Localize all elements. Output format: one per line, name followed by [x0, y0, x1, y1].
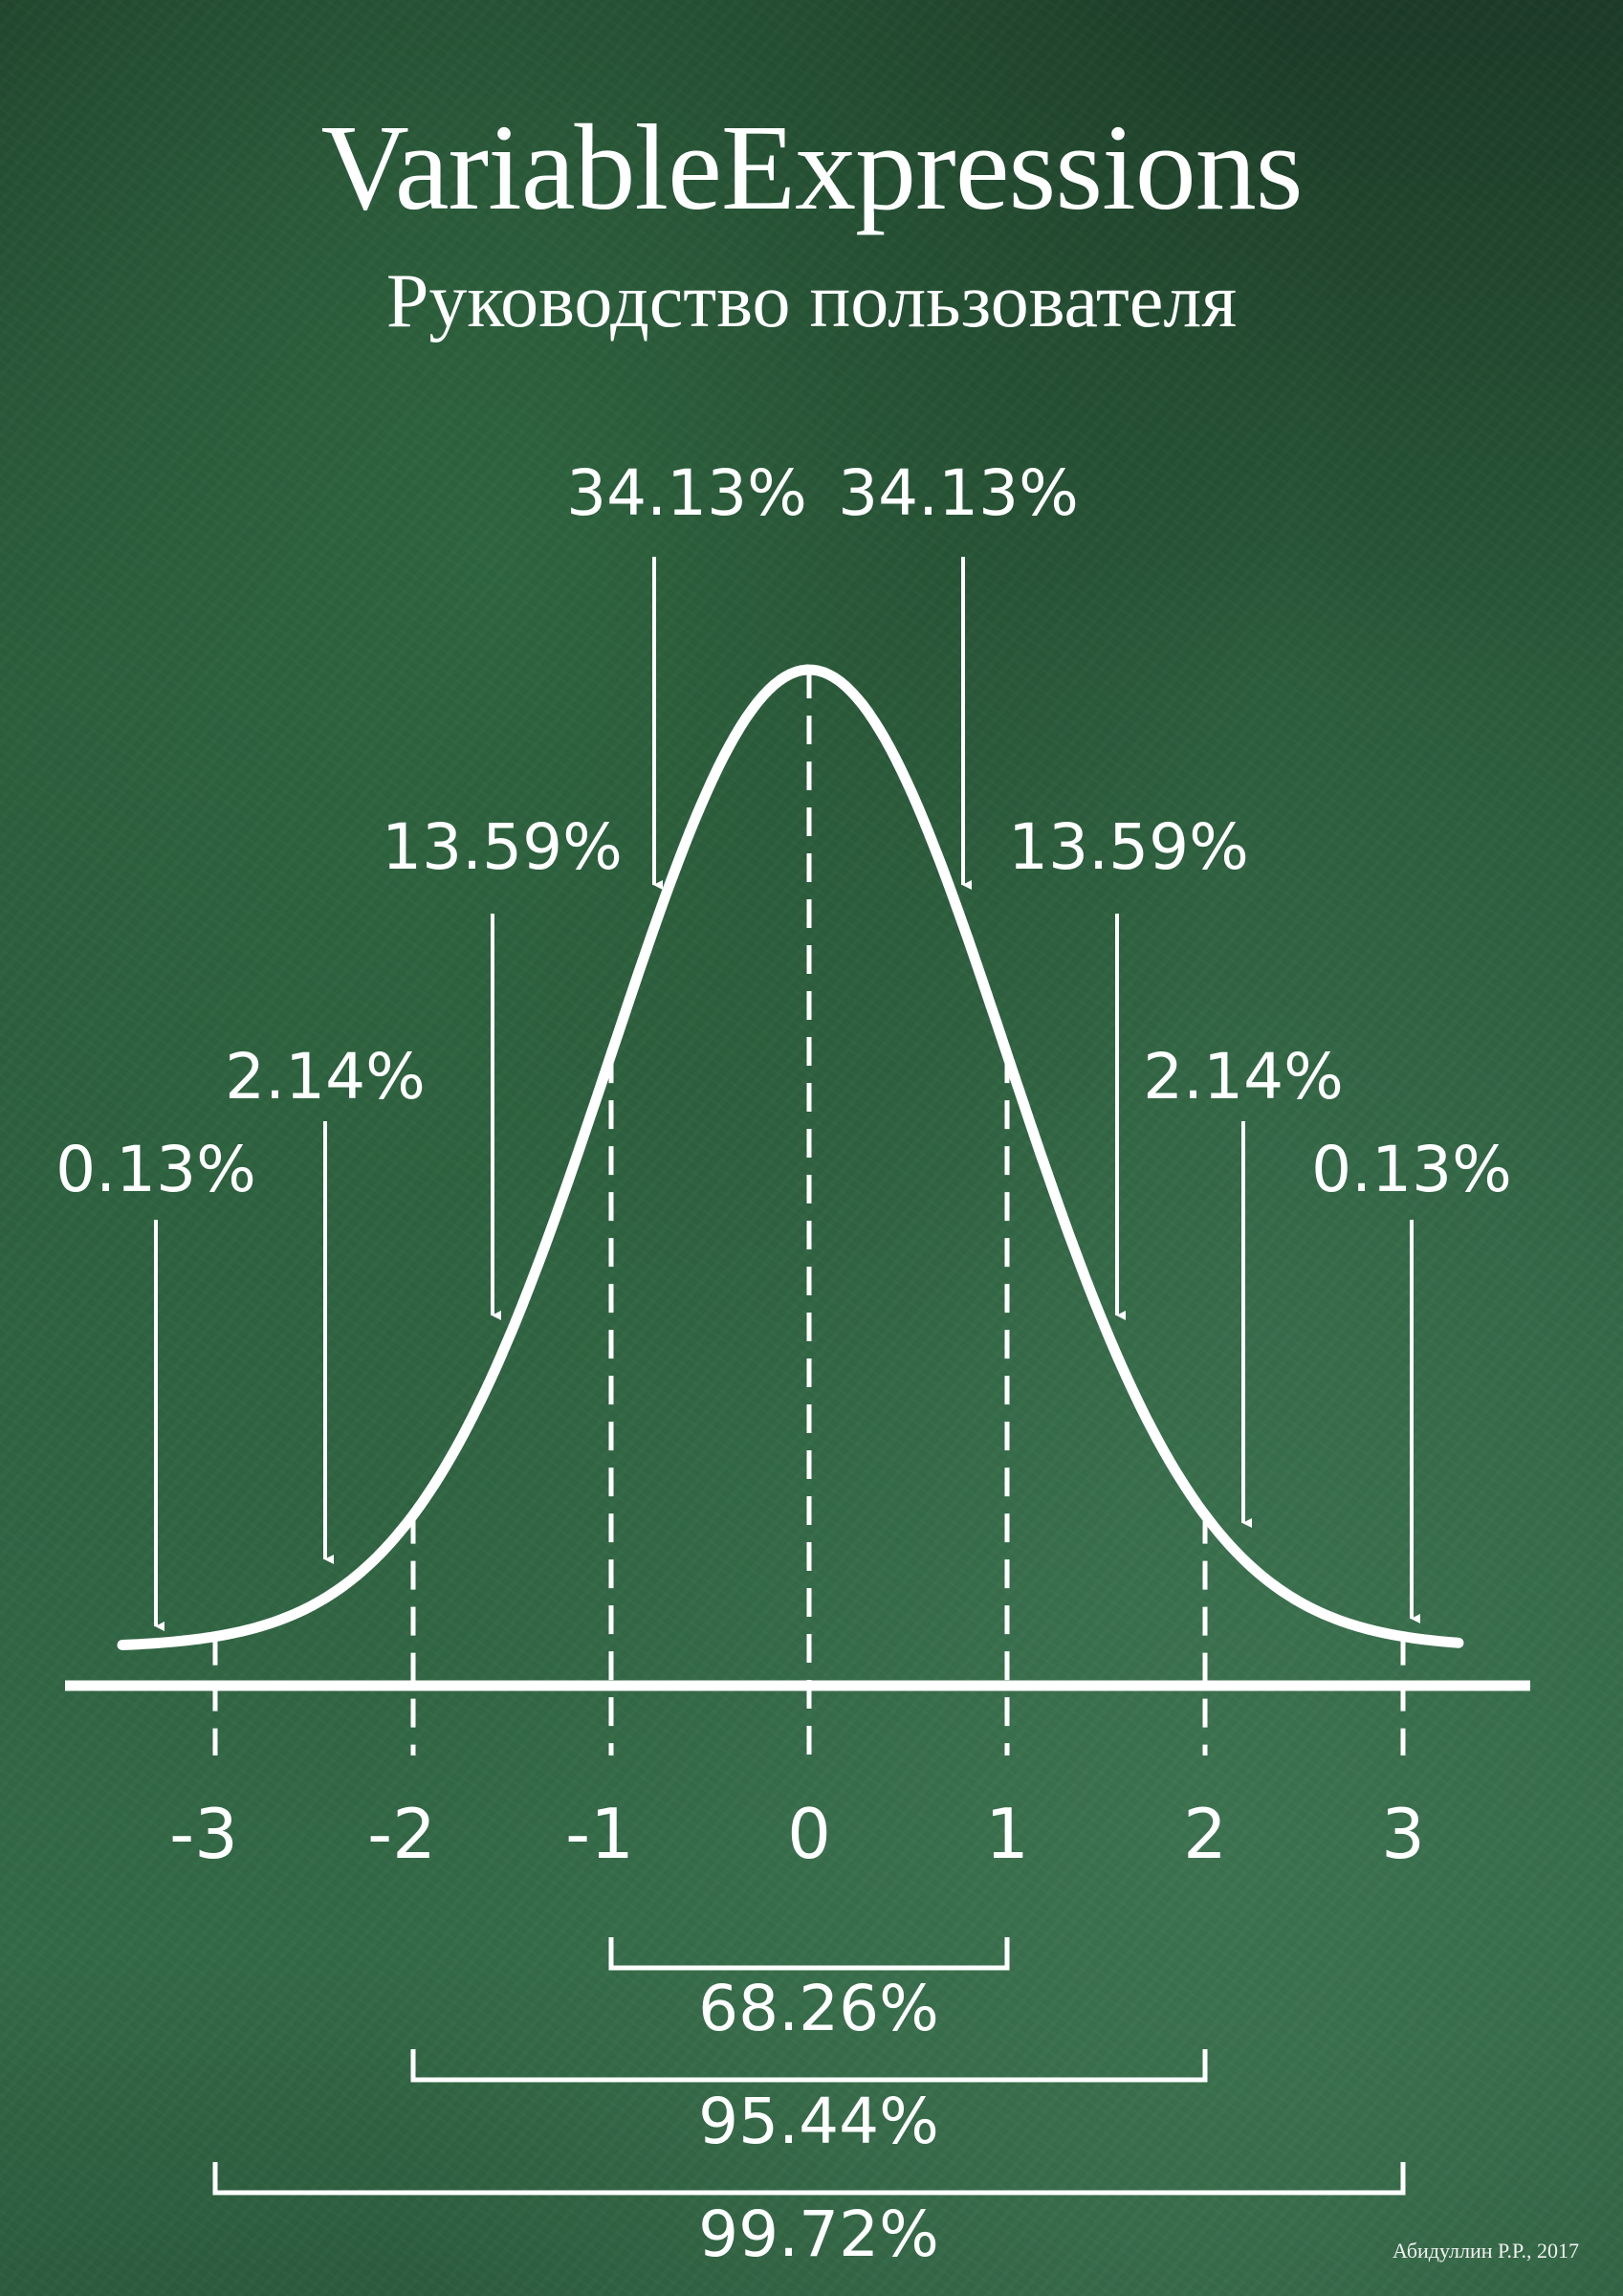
segment-annotations: 0.13% 2.14% 13.59% 34.13% 34.13% 13.59% 2.14% 0… — [55, 456, 1512, 1631]
tick-label: -2 — [367, 1794, 436, 1874]
segment-label: 2.14% — [225, 1040, 426, 1114]
bell-curve-line — [117, 664, 1464, 1650]
sigma-guides — [212, 670, 1406, 1755]
tick-label: -3 — [169, 1794, 238, 1874]
segment-label: 34.13% — [566, 456, 807, 530]
range-label: 99.72% — [698, 2197, 939, 2271]
tick-label: 0 — [787, 1794, 831, 1874]
page-title: VariableExpressions — [320, 99, 1303, 235]
tick-label: -1 — [565, 1794, 634, 1874]
range-bracket — [410, 2049, 1208, 2083]
tick-label: 2 — [1183, 1794, 1227, 1874]
segment-label: 0.13% — [55, 1133, 256, 1206]
segment-label: 13.59% — [382, 810, 623, 884]
segment-label: 34.13% — [838, 456, 1079, 530]
page-subtitle: Руководство пользователя — [385, 259, 1238, 343]
segment-label: 13.59% — [1008, 810, 1249, 884]
range-label: 95.44% — [698, 2085, 939, 2158]
range-bracket — [608, 1937, 1010, 1971]
tick-label: 1 — [985, 1794, 1029, 1874]
tick-label: 3 — [1381, 1794, 1425, 1874]
range-label: 68.26% — [698, 1972, 939, 2045]
tick-labels: -3 -2 -1 0 1 2 3 — [169, 1794, 1425, 1874]
bell-curve — [117, 664, 1464, 1650]
segment-label: 2.14% — [1143, 1040, 1344, 1114]
range-brackets: 68.26% 95.44% 99.72% — [212, 1937, 1406, 2271]
range-bracket — [212, 2162, 1406, 2196]
segment-label: 0.13% — [1311, 1133, 1512, 1206]
author-credit: Абидуллин Р.Р., 2017 — [1393, 2239, 1579, 2263]
